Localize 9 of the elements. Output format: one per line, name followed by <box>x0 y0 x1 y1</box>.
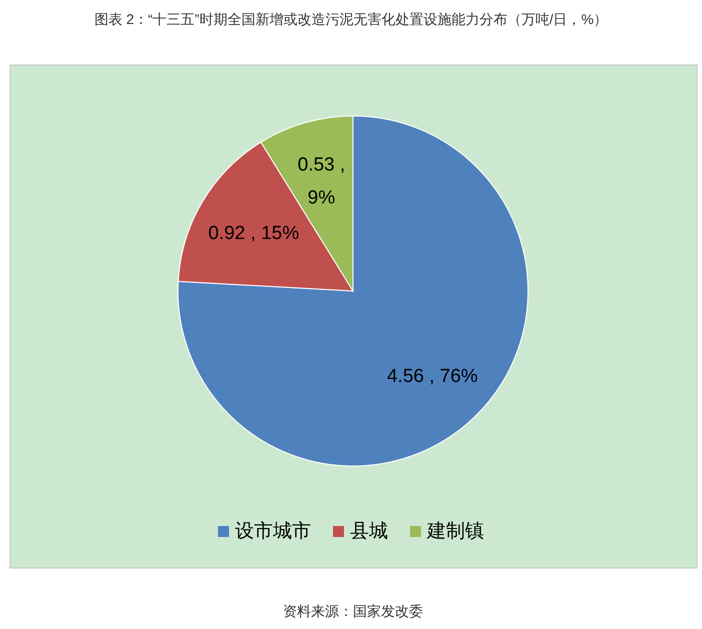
title: 图表 2：“十三五”时期全国新增或改造污泥无害化处置设施能力分布（万吨/日，%） <box>94 11 608 27</box>
legend-label: 设市城市 <box>235 521 311 542</box>
annotation: 资料来源：国家发改委 <box>283 603 423 619</box>
data-label: 9% <box>308 187 336 208</box>
data-label: 0.92 , 15% <box>208 223 300 244</box>
data-label: 0.53 , <box>298 154 346 176</box>
data-label: 4.56 , 76% <box>386 366 478 387</box>
legend-label: 建制镇 <box>427 521 484 542</box>
legend-label: 县城 <box>350 521 388 542</box>
